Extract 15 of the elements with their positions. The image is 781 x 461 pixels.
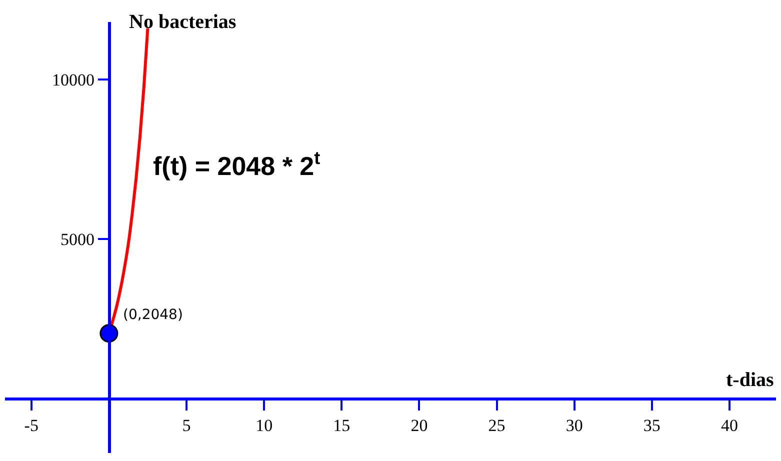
y-axis-title: No bacterias: [129, 11, 236, 33]
x-tick-label: 5: [182, 416, 191, 436]
y-tick-label: 10000: [52, 70, 95, 90]
y-tick-label: 5000: [60, 230, 95, 250]
x-tick-label: 15: [333, 416, 350, 436]
x-tick-label: 40: [720, 416, 738, 436]
x-tick-label: 20: [410, 416, 428, 436]
x-tick-label: 35: [643, 416, 660, 436]
x-tick-label: 10: [256, 416, 273, 436]
x-tick-label: 30: [566, 416, 583, 436]
x-tick-label: 25: [488, 416, 506, 436]
annotation: f(t) = 2048 * 2$^{t}$: [153, 148, 320, 181]
annotation: (0,2048): [123, 307, 183, 323]
x-tick-label: -5: [24, 416, 38, 436]
x-axis-title: t-dias: [726, 369, 774, 391]
